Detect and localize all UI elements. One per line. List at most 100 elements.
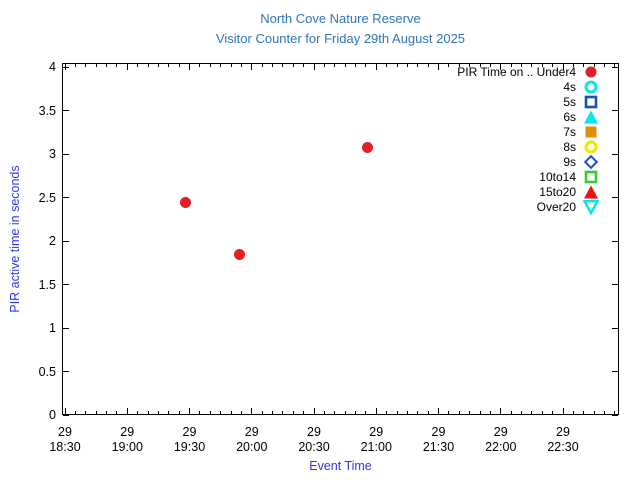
triangle-down-open-icon — [582, 199, 600, 215]
y-tick-major — [63, 371, 69, 372]
x-tick-minor — [282, 411, 284, 414]
x-tick-minor — [531, 411, 533, 414]
y-tick-major — [63, 197, 69, 198]
x-tick-label-time: 19:00 — [111, 440, 143, 454]
x-tick-minor-mirror — [510, 64, 512, 67]
y-tick-major-mirror — [612, 327, 618, 329]
x-tick-minor — [427, 411, 429, 414]
legend-row: 8s — [457, 139, 600, 154]
y-tick-label: 4 — [49, 60, 56, 74]
x-tick-major — [500, 408, 502, 414]
x-tick-minor-mirror — [85, 64, 87, 67]
x-tick-minor — [106, 411, 107, 414]
y-tick-major-mirror — [612, 371, 618, 372]
y-tick-major-mirror — [612, 66, 618, 68]
x-tick-minor — [593, 411, 595, 414]
y-tick-label: 1.5 — [38, 277, 56, 292]
x-tick-minor — [240, 411, 242, 414]
legend-label: 7s — [563, 124, 576, 139]
x-tick-label-date: 29 — [431, 425, 446, 439]
x-tick-major — [126, 408, 128, 414]
x-tick-minor-mirror — [323, 64, 325, 67]
x-tick-major-mirror — [251, 64, 253, 70]
x-tick-label-time: 22:00 — [485, 440, 517, 454]
legend-row: 6s — [457, 109, 600, 124]
x-tick-label: 29 20:30 — [283, 425, 345, 455]
x-tick-label: 29 19:30 — [159, 425, 221, 455]
legend-label: 15to20 — [539, 184, 576, 199]
x-tick-minor — [489, 411, 491, 414]
y-tick-label: 3.5 — [38, 103, 56, 118]
x-tick-major-mirror — [313, 64, 315, 70]
legend: PIR Time on .. Under4 4s 5s 6s 7s 8s 9s 10to14 1… — [457, 64, 600, 215]
x-tick-minor — [458, 411, 460, 414]
x-tick-major — [64, 408, 66, 414]
x-tick-minor-mirror — [116, 64, 118, 67]
x-tick-minor — [292, 411, 294, 414]
y-tick-major — [63, 66, 69, 68]
square-filled-icon — [582, 124, 600, 139]
x-tick-label: 29 22:00 — [470, 425, 532, 455]
x-tick-minor — [168, 411, 170, 414]
y-tick-major — [63, 153, 69, 155]
x-tick-major — [251, 408, 253, 414]
x-tick-minor-mirror — [521, 64, 522, 67]
legend-row: 7s — [457, 124, 600, 139]
x-tick-minor-mirror — [230, 64, 232, 67]
y-tick-label: 1 — [49, 321, 56, 335]
x-tick-label: 29 21:00 — [345, 425, 407, 455]
x-tick-minor-mirror — [604, 64, 605, 67]
x-tick-minor — [552, 411, 554, 414]
chart-subtitle: Visitor Counter for Friday 29th August 2… — [215, 31, 466, 46]
x-tick-minor-mirror — [355, 64, 356, 67]
x-tick-minor — [220, 411, 222, 414]
legend-row: 15to20 — [457, 184, 600, 199]
x-tick-minor — [157, 411, 159, 414]
x-tick-label-date: 29 — [369, 425, 384, 439]
legend-label: Over20 — [536, 199, 576, 214]
legend-row: PIR Time on .. Under4 — [457, 64, 600, 79]
x-tick-minor-mirror — [541, 64, 543, 67]
legend-row: 9s — [457, 154, 600, 169]
legend-label: PIR Time on .. Under4 — [457, 64, 576, 79]
x-tick-minor — [469, 411, 471, 414]
diamond-open-icon — [582, 154, 600, 169]
x-tick-minor — [417, 411, 419, 414]
x-tick-minor-mirror — [469, 64, 471, 67]
x-tick-minor-mirror — [458, 64, 460, 67]
x-tick-major-mirror — [64, 64, 66, 70]
legend-row: 10to14 — [457, 169, 600, 184]
x-tick-major-mirror — [126, 64, 128, 70]
x-tick-minor-mirror — [614, 64, 616, 67]
y-tick-major — [63, 284, 69, 285]
y-tick-major — [63, 327, 69, 329]
y-tick-label: 0.5 — [38, 364, 56, 379]
plot-area — [62, 63, 619, 415]
triangle-up-filled-icon — [582, 109, 600, 124]
y-tick-major-mirror — [612, 110, 618, 111]
x-tick-major — [438, 408, 439, 414]
x-tick-minor-mirror — [334, 64, 336, 67]
x-tick-major-mirror — [438, 64, 439, 70]
x-tick-minor-mirror — [106, 64, 107, 67]
x-tick-minor — [583, 411, 585, 414]
y-tick-major — [63, 110, 69, 111]
x-tick-minor — [521, 411, 522, 414]
y-tick-label: 2.5 — [38, 190, 56, 205]
x-tick-label-time: 19:30 — [173, 440, 206, 454]
legend-row: 4s — [457, 79, 600, 94]
legend-label: 5s — [563, 94, 576, 109]
x-tick-minor-mirror — [147, 64, 149, 67]
y-tick-label: 2 — [49, 234, 56, 248]
x-tick-minor — [614, 411, 616, 414]
y-tick-major — [63, 414, 69, 416]
x-tick-minor-mirror — [552, 64, 554, 67]
legend-label: 4s — [563, 79, 576, 94]
x-tick-label-date: 29 — [556, 425, 570, 439]
x-tick-minor — [355, 411, 356, 414]
x-tick-minor-mirror — [282, 64, 284, 67]
x-tick-minor-mirror — [157, 64, 159, 67]
x-tick-label-time: 20:00 — [236, 440, 268, 454]
x-tick-minor-mirror — [137, 64, 139, 67]
